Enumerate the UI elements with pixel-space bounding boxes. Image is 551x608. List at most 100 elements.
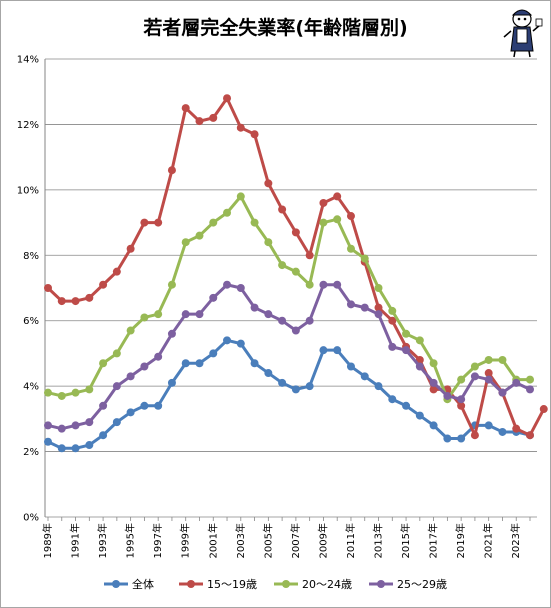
legend-item: 25～29歳 bbox=[369, 578, 447, 591]
x-tick-label: 2013年 bbox=[372, 523, 385, 558]
legend-item: 全体 bbox=[104, 577, 154, 591]
x-axis-ticks: 1989年 1991年 1993年 1995年 1997年 1999年 2001年 2003年… bbox=[41, 517, 531, 558]
data-point bbox=[374, 303, 383, 312]
data-point bbox=[346, 212, 355, 221]
x-tick-label: 1993年 bbox=[96, 523, 109, 558]
x-tick-label: 1999年 bbox=[179, 523, 192, 558]
y-tick-label: 0% bbox=[23, 513, 39, 524]
data-point bbox=[264, 310, 273, 319]
data-point bbox=[44, 284, 52, 292]
data-point bbox=[360, 372, 369, 381]
data-point bbox=[167, 166, 176, 175]
y-tick-label: 14% bbox=[17, 55, 39, 66]
data-point bbox=[346, 244, 355, 253]
data-point bbox=[526, 385, 534, 394]
data-point bbox=[250, 218, 259, 227]
data-point bbox=[305, 382, 314, 391]
series-1 bbox=[44, 336, 534, 453]
x-tick-label: 2011年 bbox=[344, 523, 357, 558]
y-tick-label: 12% bbox=[17, 120, 39, 131]
data-point bbox=[374, 284, 383, 292]
data-point bbox=[85, 293, 94, 302]
data-point bbox=[429, 359, 438, 368]
y-tick-label: 4% bbox=[23, 382, 39, 393]
data-point bbox=[167, 378, 176, 387]
data-point bbox=[71, 444, 80, 453]
data-point bbox=[71, 297, 80, 306]
data-point bbox=[498, 427, 507, 436]
data-point bbox=[57, 444, 66, 453]
x-tick-label: 1991年 bbox=[69, 523, 82, 558]
data-point bbox=[181, 104, 190, 113]
x-tick-label: 2009年 bbox=[316, 523, 329, 558]
data-point bbox=[112, 382, 121, 391]
data-point bbox=[291, 326, 300, 335]
data-point bbox=[154, 310, 163, 319]
data-point bbox=[319, 218, 328, 227]
data-point bbox=[415, 336, 424, 345]
data-point bbox=[264, 238, 273, 247]
data-point bbox=[470, 362, 479, 371]
data-point bbox=[57, 391, 66, 400]
x-tick-label: 2017年 bbox=[427, 523, 440, 558]
data-point bbox=[415, 411, 424, 420]
data-point bbox=[498, 355, 507, 364]
data-point bbox=[223, 208, 232, 217]
data-point bbox=[305, 251, 314, 260]
mascot-icon bbox=[503, 9, 543, 58]
data-point bbox=[57, 424, 66, 433]
data-point bbox=[512, 378, 521, 387]
data-point bbox=[374, 310, 383, 319]
data-point bbox=[333, 346, 342, 355]
data-point bbox=[360, 303, 369, 312]
data-point bbox=[498, 388, 507, 397]
data-point bbox=[443, 434, 452, 443]
data-point bbox=[388, 342, 397, 351]
data-point bbox=[167, 329, 176, 338]
data-point bbox=[236, 123, 245, 132]
data-point bbox=[484, 421, 493, 430]
data-point bbox=[140, 218, 149, 227]
data-point bbox=[99, 431, 108, 440]
data-point bbox=[126, 408, 135, 417]
data-point bbox=[154, 218, 163, 227]
x-tick-label: 2005年 bbox=[261, 523, 274, 558]
data-point bbox=[99, 280, 108, 289]
data-point bbox=[484, 369, 493, 378]
data-point bbox=[360, 254, 369, 263]
data-point bbox=[443, 391, 452, 400]
data-point bbox=[181, 359, 190, 368]
data-point bbox=[250, 303, 259, 312]
data-point bbox=[374, 382, 383, 391]
data-point bbox=[85, 385, 94, 394]
data-point bbox=[457, 401, 466, 410]
data-point bbox=[470, 431, 479, 440]
data-point bbox=[71, 421, 80, 430]
x-tick-label: 2015年 bbox=[399, 523, 412, 558]
data-point bbox=[415, 362, 424, 371]
data-point bbox=[429, 385, 438, 394]
x-tick-label: 2021年 bbox=[482, 523, 495, 558]
data-point bbox=[99, 359, 108, 368]
data-point bbox=[429, 378, 438, 387]
gridlines bbox=[44, 58, 537, 518]
data-point bbox=[57, 297, 66, 306]
data-point bbox=[140, 362, 149, 371]
data-point bbox=[526, 431, 534, 440]
data-point bbox=[181, 310, 190, 319]
y-tick-label: 2% bbox=[23, 447, 39, 458]
y-tick-label: 6% bbox=[23, 316, 39, 327]
x-tick-label: 2019年 bbox=[454, 523, 467, 558]
data-point bbox=[126, 244, 135, 253]
data-point bbox=[291, 267, 300, 276]
series-line bbox=[47, 338, 531, 450]
data-point bbox=[236, 284, 245, 292]
data-point bbox=[291, 385, 300, 394]
series-3 bbox=[44, 192, 534, 404]
data-point bbox=[223, 336, 232, 345]
data-point bbox=[278, 261, 287, 270]
data-point bbox=[209, 218, 218, 227]
data-point bbox=[236, 192, 245, 201]
data-point bbox=[209, 113, 218, 122]
